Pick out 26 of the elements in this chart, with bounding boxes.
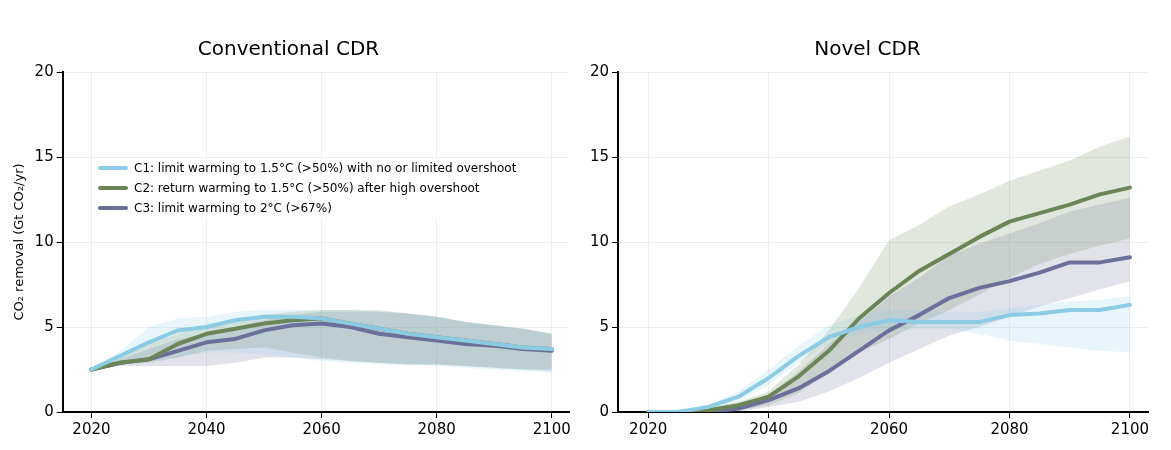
x-tick-label: 2100 [532, 419, 571, 438]
y-tick-label: 20 [34, 61, 54, 80]
x-tick-label: 2060 [869, 419, 909, 438]
legend-label: C3: limit warming to 2°C (>67%) [134, 200, 332, 217]
chart-title: Conventional CDR [197, 36, 380, 61]
x-tick-label: 2020 [72, 419, 111, 438]
x-tick-label: 2060 [302, 419, 341, 438]
y-tick-label: 5 [599, 316, 610, 335]
x-tick-label: 2020 [629, 419, 668, 438]
y-tick-label: 5 [44, 316, 54, 335]
y-tick-label: 0 [599, 401, 610, 420]
x-tick-label: 2040 [749, 419, 788, 438]
y-tick-label: 10 [34, 231, 54, 250]
y-tick-label: 20 [589, 61, 610, 80]
x-tick-label: 2040 [187, 419, 226, 438]
y-tick-label: 0 [44, 401, 54, 420]
y-tick-label: 15 [34, 146, 54, 165]
x-tick-label: 2100 [1110, 419, 1150, 438]
y-axis-title: CO₂ removal (Gt CO₂/yr) [11, 163, 27, 321]
legend-label: C2: return warming to 1.5°C (>50%) after high overshoot [134, 180, 480, 197]
y-tick-label: 15 [589, 146, 610, 165]
x-tick-label: 2080 [417, 419, 456, 438]
chart-title: Novel CDR [814, 36, 921, 61]
y-tick-label: 10 [589, 231, 610, 250]
legend-label: C1: limit warming to 1.5°C (>50%) with no or limited overshoot [134, 160, 517, 177]
x-tick-label: 2080 [990, 419, 1029, 438]
